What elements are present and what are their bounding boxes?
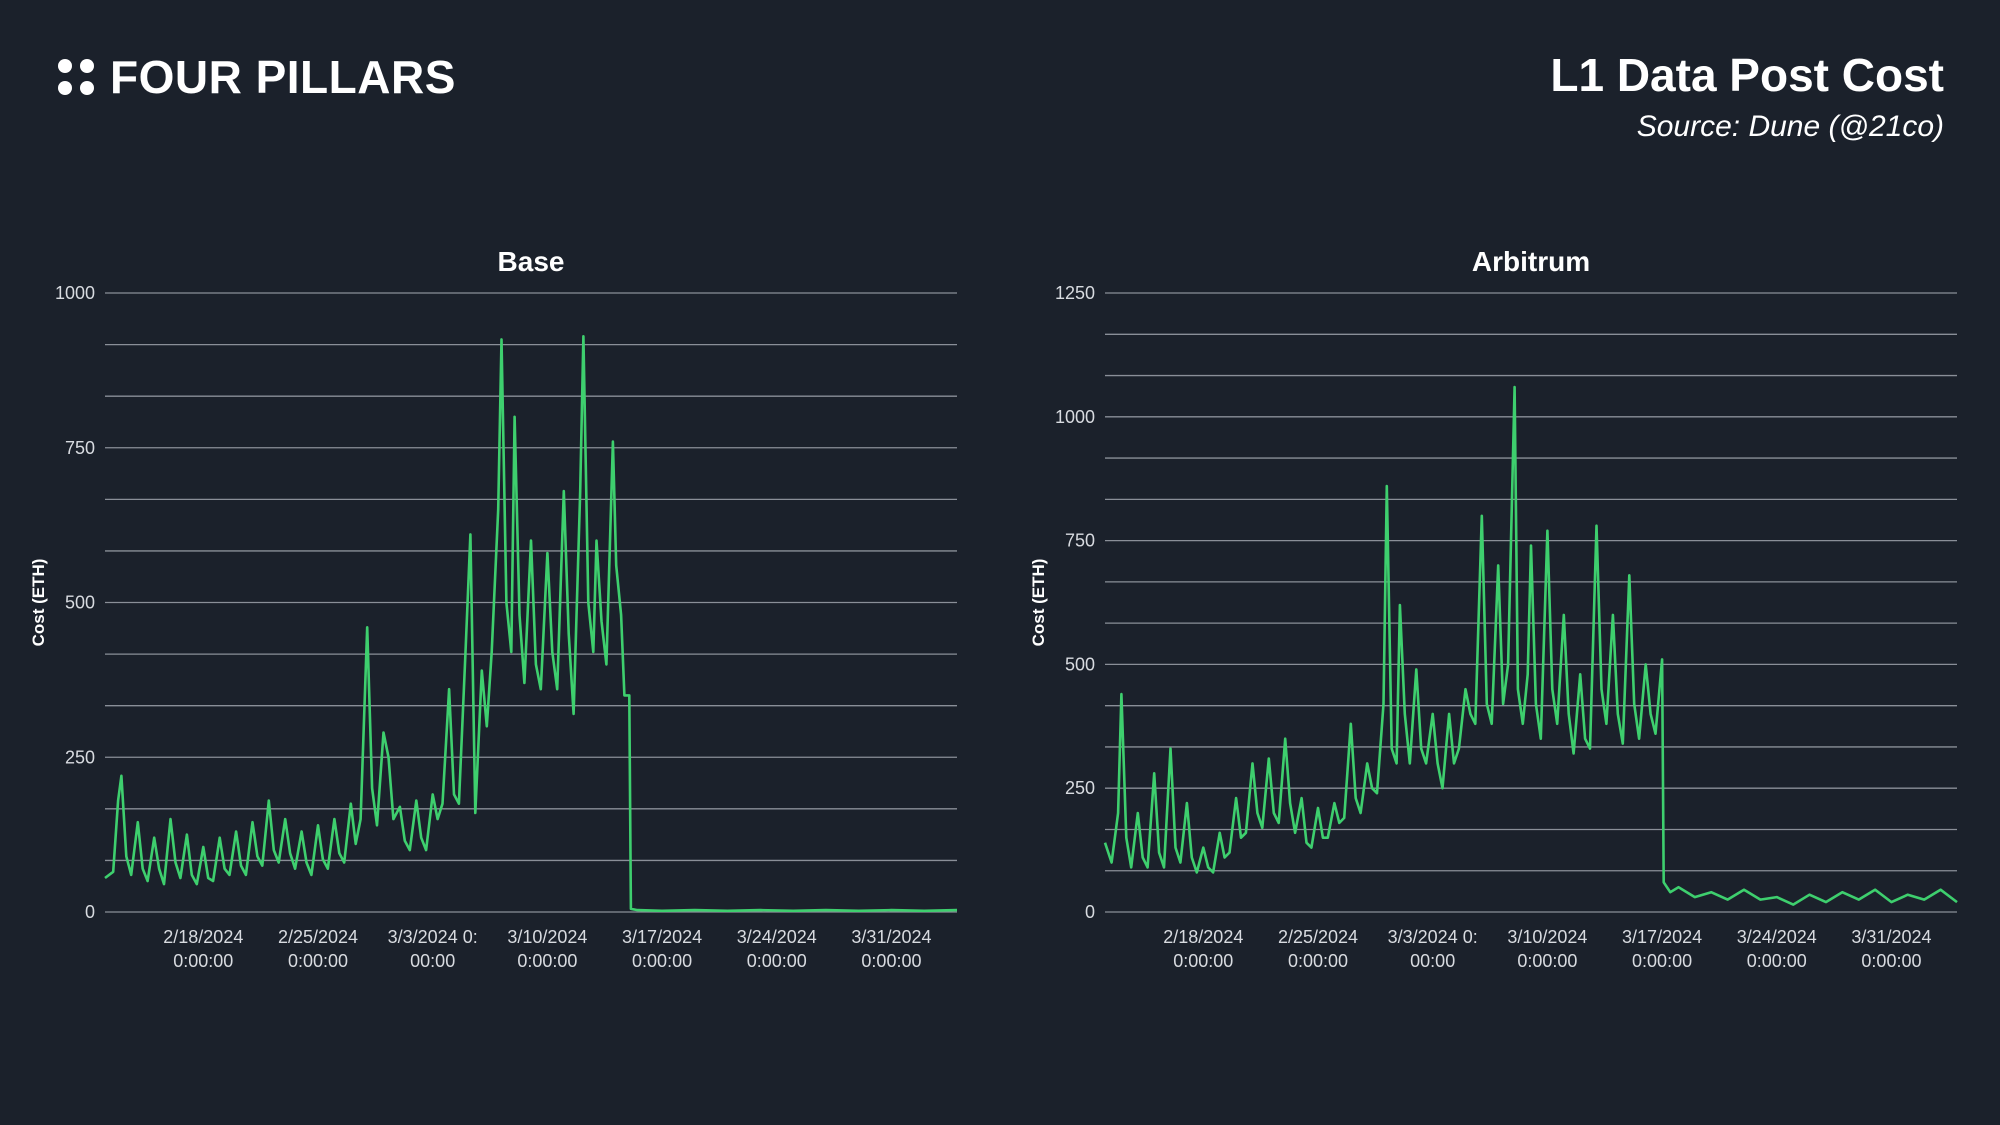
four-dots-icon [58,59,94,95]
base-x-tick-label: 3/17/2024 [622,927,702,947]
base-y-tick-label: 250 [65,747,95,767]
brand-name: FOUR PILLARS [110,51,456,103]
base-x-tick-label-time: 00:00 [410,951,455,971]
arbitrum-chart-svg: Arbitrum 0 250 500 750 1000 1250 Cost (ETH) 2/18… [1029,246,1958,971]
base-chart: Base 0 250 500 750 1000 Cost (ETH) 2/18/2024 0:0… [0,230,1000,1005]
arbitrum-x-tick-label-time: 0:00:00 [1632,951,1692,971]
arbitrum-y-tick-label: 250 [1065,778,1095,798]
arbitrum-x-tick-label-time: 00:00 [1410,951,1455,971]
arbitrum-x-tick-label: 2/25/2024 [1278,927,1358,947]
arbitrum-chart-title: Arbitrum [1472,246,1590,277]
base-chart-svg: Base 0 250 500 750 1000 Cost (ETH) 2/18/2024 0:0… [29,246,958,971]
arbitrum-x-tick-label: 3/3/2024 0: [1388,927,1478,947]
base-x-tick-label: 3/24/2024 [737,927,817,947]
arbitrum-y-tick-label: 750 [1065,531,1095,551]
arbitrum-x-tick-label-time: 0:00:00 [1173,951,1233,971]
base-x-tick-label-time: 0:00:00 [288,951,348,971]
arbitrum-x-tick-label: 3/17/2024 [1622,927,1702,947]
arbitrum-x-tick-label-time: 0:00:00 [1747,951,1807,971]
base-x-tick-label-time: 0:00:00 [517,951,577,971]
arbitrum-y-tick-label: 1250 [1055,283,1095,303]
base-y-tick-label: 0 [85,902,95,922]
base-y-tick-label: 1000 [55,283,95,303]
base-x-tick-label: 2/18/2024 [163,927,243,947]
base-chart-title: Base [498,246,565,277]
base-x-tick-label-time: 0:00:00 [632,951,692,971]
base-x-tick-label: 3/3/2024 0: [388,927,478,947]
base-y-tick-label: 750 [65,438,95,458]
base-x-tick-label: 3/10/2024 [507,927,587,947]
arbitrum-y-axis-label: Cost (ETH) [1029,559,1048,647]
base-x-tick-label-time: 0:00:00 [747,951,807,971]
arbitrum-x-tick-label-time: 0:00:00 [1288,951,1348,971]
arbitrum-y-tick-label: 1000 [1055,407,1095,427]
arbitrum-x-tick-label: 3/24/2024 [1737,927,1817,947]
brand-logo: FOUR PILLARS [58,50,456,104]
base-x-tick-label: 2/25/2024 [278,927,358,947]
base-x-tick-label: 3/31/2024 [851,927,931,947]
base-x-tick-label-time: 0:00:00 [861,951,921,971]
arbitrum-y-tick-label: 500 [1065,654,1095,674]
arbitrum-x-tick-label: 3/10/2024 [1507,927,1587,947]
page-title: L1 Data Post Cost [1550,49,1944,101]
base-x-tick-label-time: 0:00:00 [173,951,233,971]
arbitrum-series-line [1103,385,1958,906]
arbitrum-x-tick-label: 3/31/2024 [1851,927,1931,947]
arbitrum-chart: Arbitrum 0 250 500 750 1000 1250 Cost (ETH) 2/18… [1000,230,2000,1005]
base-y-tick-label: 500 [65,593,95,613]
arbitrum-y-tick-label: 0 [1085,902,1095,922]
base-series-line [104,335,958,913]
arbitrum-x-tick-label-time: 0:00:00 [1517,951,1577,971]
arbitrum-x-tick-label: 2/18/2024 [1163,927,1243,947]
arbitrum-x-tick-label-time: 0:00:00 [1861,951,1921,971]
source-note: Source: Dune (@21co) [1636,110,1944,143]
base-y-axis-label: Cost (ETH) [29,559,48,647]
